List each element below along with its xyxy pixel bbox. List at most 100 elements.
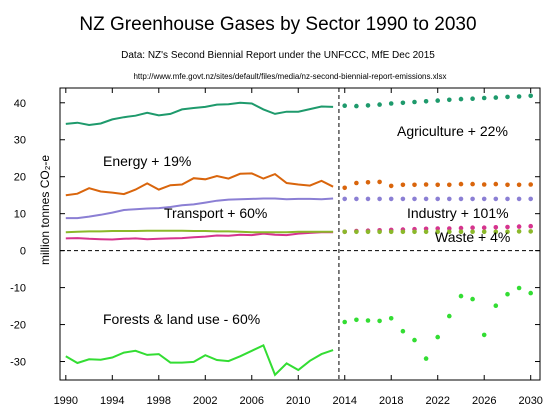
- projection-point: [435, 229, 441, 235]
- projection-point: [516, 196, 522, 202]
- x-tick-label: 2010: [286, 395, 310, 407]
- projection-point: [505, 94, 510, 100]
- projection-point: [354, 103, 359, 109]
- y-tick-label: 40: [14, 98, 26, 110]
- projection-point: [400, 182, 406, 188]
- projection-point: [516, 182, 522, 188]
- projection-point: [388, 316, 394, 321]
- projection-point: [481, 225, 487, 230]
- projection-point: [505, 182, 510, 188]
- projection-point: [377, 196, 382, 202]
- projection-point: [447, 229, 452, 235]
- y-tick-label: -20: [10, 320, 26, 332]
- projection-point: [388, 196, 394, 202]
- series-line: [65, 101, 334, 127]
- projection-point: [481, 182, 487, 187]
- projection-point: [458, 293, 464, 299]
- projection-point: [354, 317, 359, 323]
- projection-point: [470, 96, 475, 101]
- x-tick-label: 2030: [518, 395, 542, 407]
- projection-point: [470, 181, 475, 187]
- projection-point: [412, 182, 417, 188]
- projection-point: [400, 100, 406, 106]
- projection-point: [516, 229, 522, 234]
- projection-point: [493, 303, 499, 309]
- projection-point: [435, 226, 441, 231]
- projection-point: [342, 103, 348, 108]
- projection-point: [412, 99, 417, 105]
- x-tick-label: 2022: [425, 395, 449, 407]
- x-tick-label: 1994: [100, 395, 124, 407]
- projection-point: [365, 196, 371, 202]
- projection-point: [354, 229, 359, 235]
- projection-point: [388, 101, 394, 106]
- projection-point: [481, 229, 487, 235]
- projection-point: [423, 99, 429, 104]
- projection-point: [388, 229, 394, 235]
- projection-point: [400, 196, 406, 202]
- projection-point: [423, 182, 429, 187]
- projection-point: [365, 103, 371, 108]
- projection-point: [458, 196, 464, 202]
- x-tick-label: 2018: [379, 395, 403, 407]
- x-tick-label: 2026: [472, 395, 496, 407]
- projection-point: [516, 94, 522, 99]
- series-layer: [65, 93, 533, 377]
- projection-point: [423, 229, 429, 235]
- projection-point: [528, 223, 533, 229]
- series-0: [65, 93, 533, 127]
- series-1: [65, 172, 533, 197]
- projection-point: [423, 356, 429, 361]
- projection-point: [458, 225, 464, 231]
- projection-point: [505, 224, 510, 230]
- y-tick-label: -10: [10, 283, 26, 295]
- projection-point: [481, 332, 487, 338]
- projection-point: [447, 313, 452, 319]
- projection-point: [354, 180, 359, 186]
- projection-point: [377, 318, 382, 324]
- plot-frame: [59, 87, 541, 381]
- chart-source-url: http://www.mfe.govt.nz/sites/default/fil…: [133, 72, 446, 81]
- y-tick-label: -30: [10, 357, 26, 369]
- y-tick-label: 30: [14, 135, 26, 147]
- x-tick-label: 2006: [240, 395, 264, 407]
- projection-point: [505, 291, 510, 297]
- projection-point: [481, 196, 487, 202]
- series-label: Energy + 19%: [103, 153, 191, 169]
- y-tick-label: 20: [14, 172, 26, 184]
- projection-point: [377, 229, 382, 235]
- series-label: Transport + 60%: [164, 205, 267, 221]
- projection-point: [365, 180, 371, 185]
- projection-point: [458, 181, 464, 187]
- projection-point: [458, 96, 464, 102]
- x-tick-label: 1990: [54, 395, 78, 407]
- projection-point: [354, 196, 359, 202]
- projection-point: [400, 229, 406, 235]
- projection-point: [505, 229, 510, 235]
- projection-point: [470, 196, 475, 202]
- projection-point: [481, 95, 487, 101]
- projection-point: [435, 196, 441, 202]
- projection-point: [493, 229, 499, 235]
- projection-point: [365, 229, 371, 235]
- series-line: [65, 197, 334, 220]
- projection-point: [412, 196, 417, 202]
- series-5: [65, 285, 533, 377]
- projection-point: [342, 196, 348, 202]
- series-label: Forests & land use - 60%: [103, 311, 260, 327]
- series-line: [65, 229, 334, 234]
- series-label: Agriculture + 22%: [397, 123, 508, 139]
- projection-point: [447, 182, 452, 188]
- projection-point: [458, 229, 464, 235]
- projection-point: [412, 229, 417, 235]
- projection-point: [516, 224, 522, 229]
- projection-point: [516, 285, 522, 291]
- projection-point: [412, 337, 417, 343]
- projection-point: [470, 229, 475, 235]
- projection-point: [528, 229, 533, 234]
- projection-point: [377, 179, 382, 185]
- chart-title: NZ Greenhouse Gases by Sector 1990 to 20…: [79, 14, 476, 35]
- projection-point: [447, 226, 452, 231]
